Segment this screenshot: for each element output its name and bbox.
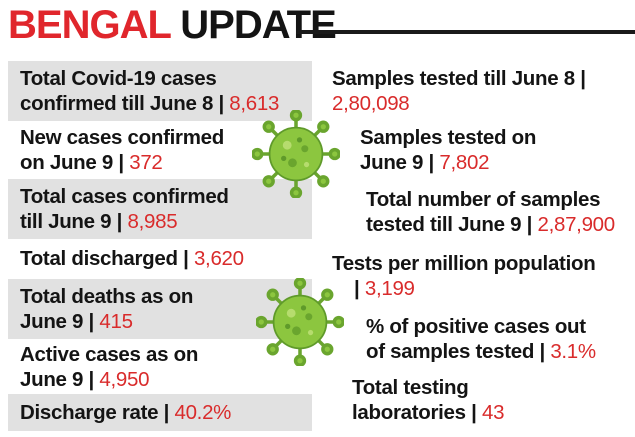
- header-rule: [296, 30, 635, 34]
- stat-label: on June 9 |: [20, 151, 124, 174]
- stat-samples-tested-june9: Samples tested on June 9 | 7,802: [318, 121, 635, 179]
- stat-label: Active cases as on: [20, 343, 199, 366]
- stat-label: New cases confirmed: [20, 126, 224, 149]
- stat-value: 415: [99, 310, 133, 333]
- stat-value: 4,950: [99, 368, 150, 391]
- title-bengal: BENGAL: [8, 3, 171, 47]
- stat-total-discharged: Total discharged | 3,620: [8, 239, 312, 279]
- stat-tests-per-million: Tests per million population | 3,199: [318, 247, 635, 303]
- stat-value: 2,80,098: [332, 92, 410, 115]
- virus-icon: [256, 278, 344, 366]
- stat-label: % of positive cases out: [366, 315, 586, 338]
- stat-value: 2,87,900: [537, 213, 615, 236]
- stat-label: Total number of samples: [366, 188, 601, 211]
- stat-value: 8,613: [229, 92, 280, 115]
- virus-icon: [252, 110, 340, 198]
- stat-total-deaths: Total deaths as on June 9 | 415: [8, 279, 312, 339]
- stat-value: 372: [129, 151, 163, 174]
- stat-value: 3,620: [193, 247, 244, 270]
- stat-value: 3,199: [364, 277, 415, 300]
- stat-value: 7,802: [439, 151, 490, 174]
- stat-active-cases: Active cases as on June 9 | 4,950: [8, 339, 312, 394]
- stat-value: 8,985: [127, 210, 178, 233]
- stat-label: June 9 |: [20, 310, 94, 333]
- title-update: UPDATE: [180, 3, 336, 47]
- stat-label: Total cases confirmed: [20, 185, 229, 208]
- stat-samples-tested-june8: Samples tested till June 8 | 2,80,098: [318, 63, 635, 119]
- stat-new-cases: New cases confirmed on June 9 | 372: [8, 121, 312, 179]
- stat-total-cases-june9: Total cases confirmed till June 9 | 8,98…: [8, 179, 312, 239]
- stat-label: June 9 |: [360, 151, 434, 174]
- stat-label: |: [354, 277, 360, 300]
- stat-label: Total deaths as on: [20, 285, 194, 308]
- stat-label: Samples tested till June 8 |: [332, 67, 586, 90]
- stat-label: Total Covid-19 cases: [20, 67, 217, 90]
- stat-label: of samples tested |: [366, 340, 545, 363]
- stat-label: Discharge rate |: [20, 401, 170, 424]
- stat-testing-labs: Total testing laboratories | 43: [318, 372, 635, 428]
- stat-label: June 9 |: [20, 368, 94, 391]
- stat-label: Samples tested on: [360, 126, 537, 149]
- stat-label: tested till June 9 |: [366, 213, 533, 236]
- page-title: BENGAL UPDATE: [8, 2, 337, 48]
- stat-value: 40.2%: [174, 401, 232, 424]
- stat-total-cases-june8: Total Covid-19 cases confirmed till June…: [8, 61, 312, 121]
- stat-label: Total discharged |: [20, 247, 189, 270]
- stat-value: 3.1%: [550, 340, 596, 363]
- stat-label: till June 9 |: [20, 210, 123, 233]
- stat-value: 43: [481, 401, 505, 424]
- stat-total-samples: Total number of samples tested till June…: [318, 184, 635, 242]
- stat-label: Total testing: [352, 376, 469, 399]
- stat-discharge-rate: Discharge rate | 40.2%: [8, 394, 312, 431]
- stat-label: confirmed till June 8 |: [20, 92, 224, 115]
- stat-label: Tests per million population: [332, 252, 596, 275]
- right-column: Samples tested till June 8 | 2,80,098 Sa…: [318, 61, 635, 431]
- left-column: Total Covid-19 cases confirmed till June…: [8, 61, 312, 431]
- stat-positive-percentage: % of positive cases out of samples teste…: [318, 311, 635, 367]
- stat-label: laboratories |: [352, 401, 477, 424]
